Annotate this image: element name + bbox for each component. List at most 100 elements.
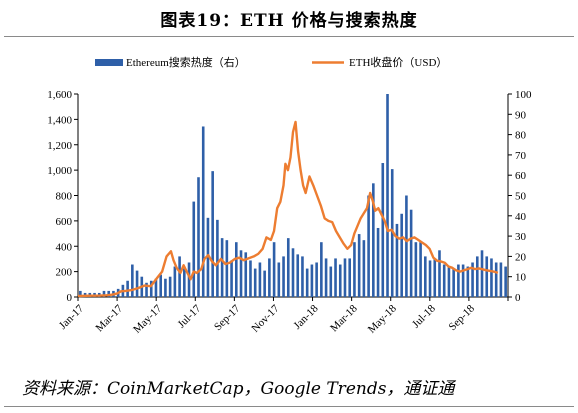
source-note: 资料来源：CoinMarketCap，Google Trends，通证通 xyxy=(22,379,455,399)
search-bar xyxy=(296,254,300,297)
search-bar xyxy=(253,268,257,297)
left-tick-label: 600 xyxy=(56,216,73,228)
search-bar xyxy=(286,238,290,297)
search-bar xyxy=(126,280,129,297)
left-tick-label: 200 xyxy=(56,267,73,279)
x-tick-label: Sep-17 xyxy=(212,302,243,333)
search-bar xyxy=(79,290,82,297)
search-bar xyxy=(376,227,380,297)
search-bar xyxy=(183,268,186,297)
bottom-rule xyxy=(4,406,574,407)
search-bar xyxy=(192,201,196,297)
right-tick-label: 50 xyxy=(515,191,527,203)
search-bar xyxy=(419,242,422,297)
search-bar xyxy=(216,219,219,297)
search-bar xyxy=(272,242,276,297)
search-bar xyxy=(357,234,361,297)
search-bar xyxy=(201,126,205,297)
right-tick-label: 40 xyxy=(515,211,527,223)
search-bar xyxy=(305,268,309,297)
search-bar xyxy=(381,163,385,297)
search-bar xyxy=(301,256,304,297)
search-bar xyxy=(211,171,214,297)
search-bar xyxy=(135,270,139,297)
right-tick-label: 30 xyxy=(515,231,527,243)
left-tick-label: 0 xyxy=(67,292,73,304)
x-tick-label: Mar-17 xyxy=(94,302,126,334)
search-bar xyxy=(244,252,248,297)
search-bar xyxy=(258,262,262,297)
search-bar xyxy=(324,258,328,297)
search-bar xyxy=(438,250,441,297)
search-bar xyxy=(424,256,427,297)
search-bar xyxy=(466,266,470,297)
search-bar xyxy=(164,278,167,297)
search-bar xyxy=(428,260,432,297)
search-bar xyxy=(277,262,281,297)
right-tick-label: 90 xyxy=(515,109,527,121)
x-tick-label: May-18 xyxy=(366,302,399,335)
search-bar xyxy=(433,258,437,297)
left-tick-label: 1,200 xyxy=(47,140,72,152)
left-tick-label: 400 xyxy=(56,241,73,253)
search-bar xyxy=(367,195,370,297)
search-bar xyxy=(187,262,191,297)
search-bar xyxy=(414,242,418,297)
search-bar xyxy=(504,266,507,297)
chart: Ethereum搜索热度（右） ETH收盘价（USD） 020040060080… xyxy=(47,55,532,336)
search-bar xyxy=(102,290,106,297)
search-bar xyxy=(149,280,153,297)
search-bar xyxy=(249,260,252,297)
search-bar xyxy=(315,262,318,297)
right-tick-label: 10 xyxy=(515,272,527,284)
search-bar xyxy=(353,242,356,297)
x-tick-label: Jul-17 xyxy=(175,302,203,330)
search-bar xyxy=(405,195,408,297)
left-tick-label: 800 xyxy=(56,191,73,203)
search-bar xyxy=(291,248,295,297)
title-rule xyxy=(4,36,574,37)
left-tick-label: 1,000 xyxy=(47,165,72,177)
right-tick-label: 20 xyxy=(515,251,527,263)
right-tick-label: 80 xyxy=(515,130,527,142)
x-tick-label: Nov-17 xyxy=(249,302,282,335)
search-bar xyxy=(386,94,389,297)
search-bar xyxy=(197,177,200,297)
search-bar xyxy=(471,262,474,297)
search-bar xyxy=(225,240,229,297)
search-bar xyxy=(480,250,484,297)
legend-label-search: Ethereum搜索热度（右） xyxy=(126,55,246,69)
search-bar xyxy=(239,250,243,297)
right-axis-ticks: 0 10 20 30 40 50 60 70 80 90 100 xyxy=(508,89,532,304)
search-bar xyxy=(494,262,498,297)
search-bar xyxy=(485,256,489,297)
search-bar xyxy=(173,266,177,297)
left-tick-label: 1,600 xyxy=(47,89,72,101)
left-axis-ticks: 0 200 400 600 800 1,000 1,200 1,400 1,600 xyxy=(47,89,78,304)
left-tick-label: 1,400 xyxy=(47,114,72,126)
search-bar xyxy=(334,258,337,297)
right-tick-label: 70 xyxy=(515,150,527,162)
search-bar xyxy=(145,282,148,297)
search-bar xyxy=(310,264,314,297)
x-tick-label: Sep-18 xyxy=(447,302,478,333)
right-tick-label: 60 xyxy=(515,170,527,182)
search-bar xyxy=(395,223,399,297)
line-layer xyxy=(77,120,499,298)
search-bar xyxy=(452,268,455,297)
x-tick-label: Jan-17 xyxy=(57,302,87,332)
search-bar xyxy=(338,264,342,297)
search-bar xyxy=(268,258,271,297)
search-bar xyxy=(409,209,413,297)
search-bar xyxy=(461,264,465,297)
right-tick-label: 100 xyxy=(515,89,532,101)
search-bar xyxy=(320,242,323,297)
x-axis-ticks: Jan-17 Mar-17 May-17 Jul-17 Sep-17 Nov-17 Jan-… xyxy=(57,297,509,336)
legend-swatch-search xyxy=(95,59,123,66)
search-bar xyxy=(362,240,366,297)
search-bar xyxy=(343,258,347,297)
search-bar xyxy=(447,266,451,297)
search-bar xyxy=(235,242,238,297)
x-tick-label: Jul-18 xyxy=(410,302,438,330)
bars-layer xyxy=(79,94,507,297)
